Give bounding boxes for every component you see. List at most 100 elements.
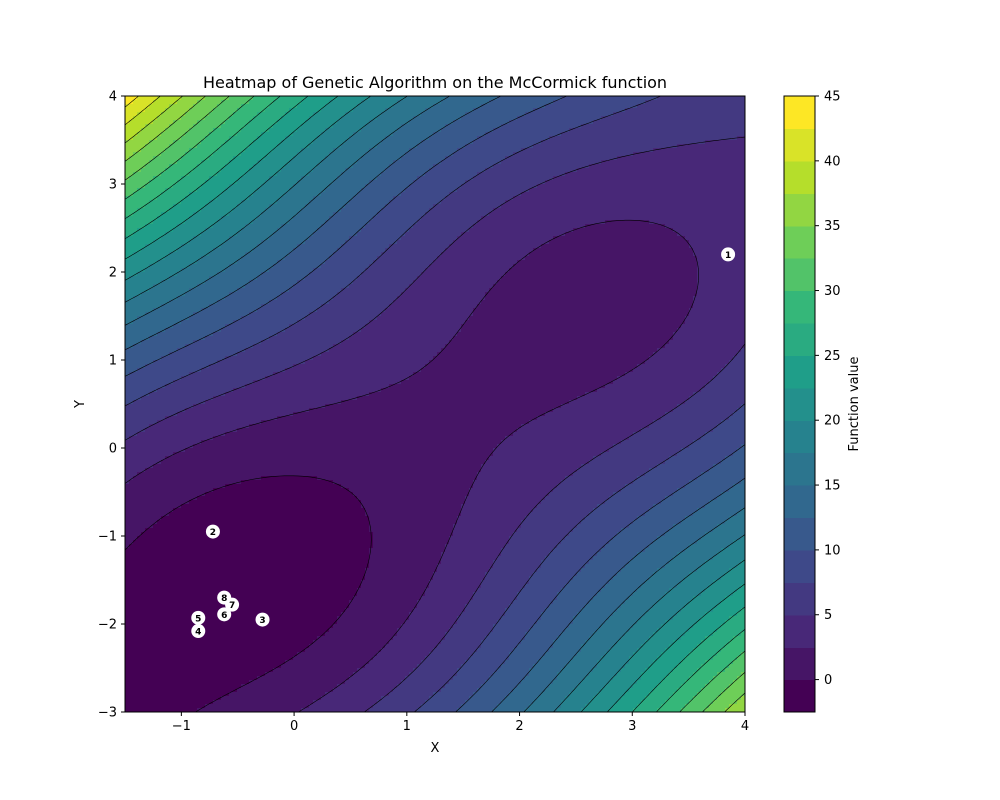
heatmap-band: [125, 96, 745, 712]
x-axis: −1 0 1 2 3 4: [172, 712, 749, 734]
ga-points: 1 2 3 4 5 678: [191, 247, 736, 639]
colorbar-band: [784, 679, 815, 713]
colorbar-band: [784, 193, 815, 227]
contour-line: [125, 96, 745, 712]
colorbar-band: [784, 452, 815, 486]
ga-point-label: 7: [229, 601, 235, 611]
contour-line: [125, 96, 161, 126]
colorbar-band: [784, 614, 815, 648]
colorbar: 0 5 10 15 20 25 30 35 40 45: [783, 90, 841, 713]
heatmap-band: [125, 220, 697, 712]
y-tick-label: 3: [109, 178, 117, 193]
colorbar-tick-label: 35: [824, 219, 841, 234]
x-tick-label: 0: [290, 719, 298, 734]
contour-line: [125, 219, 699, 712]
ga-point: 6: [217, 607, 232, 622]
colorbar-tick-label: 30: [824, 284, 841, 299]
ga-point-marker: [721, 247, 736, 262]
colorbar-tick-label: 10: [824, 543, 841, 558]
ga-point: 3: [255, 612, 270, 627]
x-tick-label: 2: [515, 719, 523, 734]
y-axis: −3 −2 −1 0 1 2 3 4: [98, 90, 125, 721]
ga-point-label: 1: [725, 251, 731, 261]
heatmap-band: [125, 96, 745, 712]
heatmap-band: [125, 96, 745, 712]
chart-title: Heatmap of Genetic Algorithm on the McCo…: [203, 73, 667, 92]
colorbar-band: [784, 160, 815, 194]
colorbar-band: [784, 647, 815, 681]
ga-point-marker: [217, 590, 232, 605]
contour-line: [125, 96, 745, 712]
colorbar-tick-label: 15: [824, 479, 841, 494]
ga-point-label: 6: [221, 611, 227, 621]
heatmap-band: [125, 96, 137, 104]
colorbar-label: Function value: [847, 357, 862, 452]
ga-point-marker: [255, 612, 270, 627]
ga-point-label: 5: [195, 614, 201, 624]
colorbar-band: [784, 258, 815, 292]
ga-point-marker: [205, 524, 220, 539]
ga-point: 8: [217, 590, 232, 605]
y-tick-label: 1: [109, 354, 117, 369]
contour-line: [125, 96, 745, 712]
heatmap-band: [125, 96, 745, 712]
y-tick-label: −3: [98, 706, 117, 721]
colorbar-band: [784, 517, 815, 551]
y-tick-label: 2: [109, 266, 117, 281]
x-axis-label: X: [431, 741, 440, 756]
colorbar-band: [784, 225, 815, 259]
ga-point-label: 4: [195, 628, 201, 638]
contour-lines: [125, 96, 745, 712]
ga-point: 5: [191, 610, 206, 625]
colorbar-tick-label: 0: [824, 673, 832, 688]
ga-point: 2: [205, 524, 220, 539]
colorbar-tick-label: 45: [824, 90, 841, 105]
colorbar-band: [784, 420, 815, 454]
contour-line: [125, 96, 745, 712]
y-tick-label: 0: [109, 442, 117, 457]
colorbar-tick-label: 25: [824, 349, 841, 364]
contour-line: [125, 96, 745, 712]
x-tick-label: 3: [628, 719, 636, 734]
colorbar-tick-label: 5: [824, 608, 832, 623]
heatmap-band: [125, 96, 181, 140]
contour-line: [125, 136, 745, 712]
x-tick-label: 4: [741, 719, 749, 734]
y-axis-label: Y: [73, 400, 88, 409]
contour-line: [125, 96, 745, 712]
contour-line: [125, 96, 745, 712]
ga-point-marker: [191, 610, 206, 625]
heatmap-area: [125, 96, 745, 712]
ga-point-label: 2: [210, 528, 216, 538]
colorbar-band: [784, 387, 815, 421]
ga-point-label: 3: [259, 616, 265, 626]
contour-line: [125, 96, 183, 144]
colorbar-band: [784, 322, 815, 356]
y-tick-label: 4: [109, 90, 117, 105]
contour-line: [125, 96, 745, 712]
ga-point: 1: [721, 247, 736, 262]
colorbar-band: [784, 549, 815, 583]
colorbar-tick-label: 20: [824, 414, 841, 429]
heatmap-band: [125, 476, 373, 712]
ga-point-label: 8: [221, 594, 227, 604]
ga-point: 4: [191, 624, 206, 639]
colorbar-band: [784, 355, 815, 389]
x-tick-label: 1: [403, 719, 411, 734]
colorbar-band: [784, 96, 815, 130]
colorbar-frame: [783, 95, 816, 713]
y-tick-label: −1: [98, 530, 117, 545]
ga-point-marker: [191, 624, 206, 639]
colorbar-band: [784, 128, 815, 162]
plot-frame: [124, 95, 746, 713]
colorbar-band: [784, 582, 815, 616]
contour-line: [125, 96, 139, 108]
colorbar-band: [784, 485, 815, 519]
heatmap-band: [125, 96, 745, 712]
colorbar-tick-label: 40: [824, 154, 841, 169]
ga-point-marker: [217, 607, 232, 622]
heatmap-band: [125, 136, 745, 712]
y-tick-label: −2: [98, 618, 117, 633]
colorbar-band: [784, 290, 815, 324]
